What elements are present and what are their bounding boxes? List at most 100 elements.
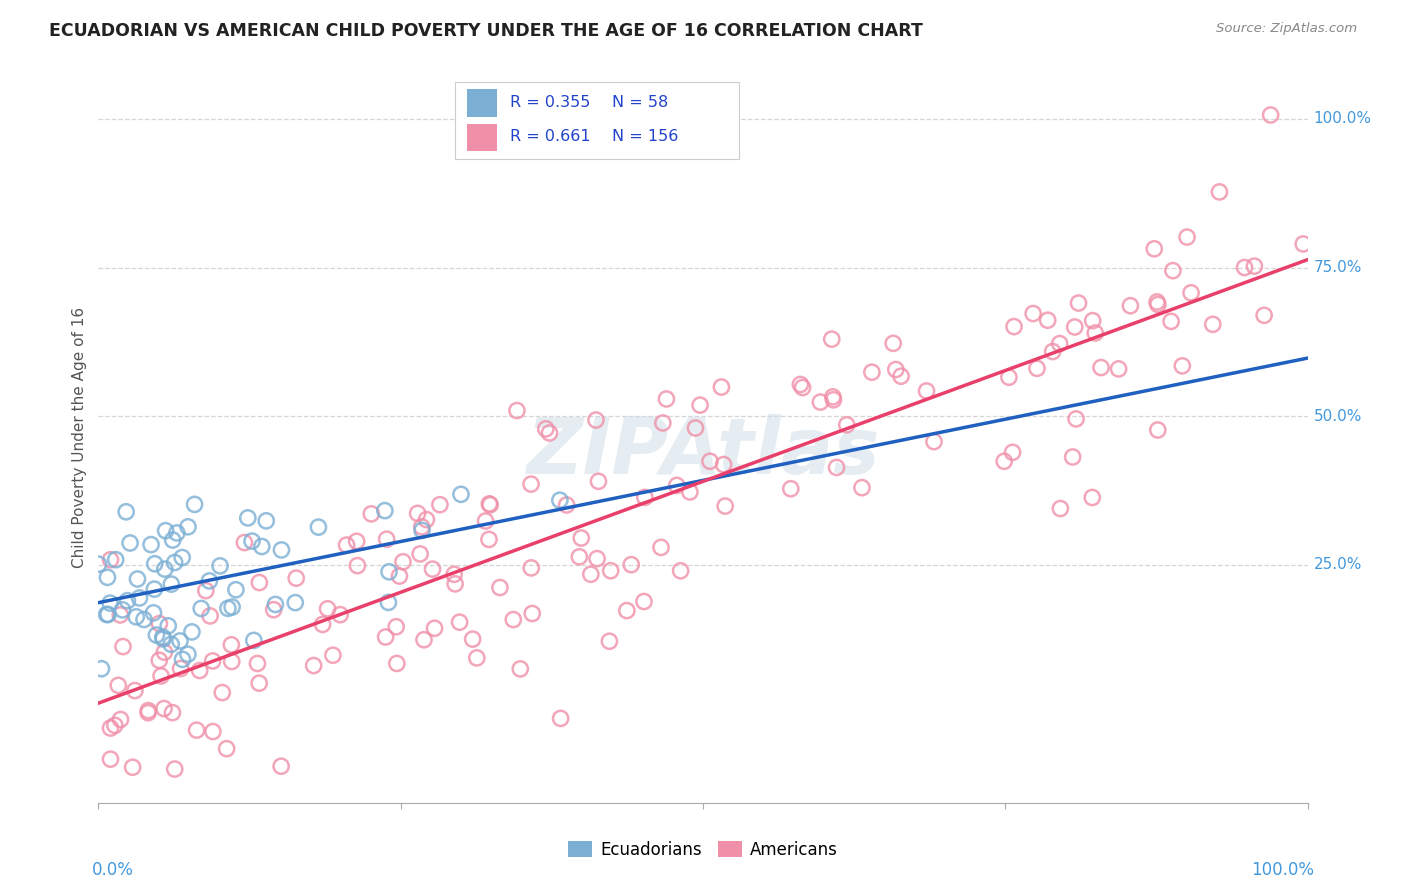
Point bbox=[1208, 185, 1230, 199]
Point bbox=[1084, 326, 1107, 340]
Text: 100.0%: 100.0% bbox=[1313, 112, 1372, 127]
Point bbox=[474, 514, 496, 528]
Point bbox=[616, 604, 638, 618]
Point bbox=[177, 520, 200, 534]
Point bbox=[392, 555, 415, 569]
Point bbox=[98, 596, 121, 610]
Point bbox=[375, 532, 398, 546]
Point bbox=[163, 556, 186, 570]
Point bbox=[198, 608, 221, 623]
Point bbox=[1062, 450, 1084, 464]
Point bbox=[117, 593, 139, 607]
Point bbox=[860, 365, 883, 379]
Text: ECUADORIAN VS AMERICAN CHILD POVERTY UNDER THE AGE OF 16 CORRELATION CHART: ECUADORIAN VS AMERICAN CHILD POVERTY UND… bbox=[49, 22, 924, 40]
Point bbox=[166, 525, 188, 540]
Point bbox=[225, 582, 247, 597]
Point bbox=[169, 634, 191, 648]
Point bbox=[153, 562, 176, 576]
Point bbox=[1260, 108, 1282, 122]
Point bbox=[714, 499, 737, 513]
Point bbox=[1175, 230, 1198, 244]
Point bbox=[915, 384, 938, 398]
Point bbox=[443, 567, 465, 582]
Point bbox=[201, 724, 224, 739]
Point bbox=[162, 533, 184, 547]
Point bbox=[1243, 259, 1265, 273]
Text: N = 58: N = 58 bbox=[613, 95, 669, 110]
Point bbox=[1202, 318, 1225, 332]
Point bbox=[851, 481, 873, 495]
Point bbox=[336, 538, 359, 552]
Point bbox=[181, 624, 204, 639]
Point bbox=[270, 759, 292, 773]
Point bbox=[124, 683, 146, 698]
FancyBboxPatch shape bbox=[456, 82, 740, 159]
Point bbox=[1161, 263, 1184, 277]
Point bbox=[579, 567, 602, 582]
Legend: Ecuadorians, Americans: Ecuadorians, Americans bbox=[564, 836, 842, 864]
Point bbox=[346, 558, 368, 573]
Point bbox=[651, 416, 673, 430]
Point bbox=[104, 718, 127, 732]
Point bbox=[509, 662, 531, 676]
Point bbox=[520, 477, 543, 491]
Point bbox=[211, 685, 233, 699]
Point bbox=[111, 603, 134, 617]
Point bbox=[1090, 360, 1112, 375]
Point bbox=[169, 662, 191, 676]
Point bbox=[190, 601, 212, 615]
Point bbox=[329, 607, 352, 622]
Point bbox=[655, 392, 678, 406]
Point bbox=[378, 565, 401, 579]
Point bbox=[502, 613, 524, 627]
Point bbox=[550, 711, 572, 725]
Point bbox=[835, 417, 858, 432]
Point bbox=[285, 571, 308, 585]
Point bbox=[316, 601, 339, 615]
Point bbox=[120, 536, 142, 550]
Point bbox=[163, 762, 186, 776]
Point bbox=[148, 616, 170, 631]
Point bbox=[377, 595, 399, 609]
Text: Source: ZipAtlas.com: Source: ZipAtlas.com bbox=[1216, 22, 1357, 36]
Text: 0.0%: 0.0% bbox=[93, 862, 134, 880]
Point bbox=[177, 647, 200, 661]
Point bbox=[506, 403, 529, 417]
Point bbox=[107, 678, 129, 692]
Point bbox=[779, 482, 801, 496]
Point bbox=[789, 377, 811, 392]
Point bbox=[152, 632, 174, 646]
Point bbox=[247, 575, 270, 590]
Point bbox=[111, 640, 134, 654]
Point bbox=[186, 723, 208, 738]
Point bbox=[685, 421, 707, 435]
Point bbox=[221, 600, 243, 615]
Point bbox=[699, 454, 721, 468]
Point bbox=[150, 669, 173, 683]
Text: R = 0.661: R = 0.661 bbox=[509, 129, 591, 145]
Point bbox=[152, 630, 174, 644]
Point bbox=[1026, 361, 1049, 376]
Point bbox=[346, 534, 368, 549]
Point bbox=[125, 610, 148, 624]
Point bbox=[479, 498, 502, 512]
Point bbox=[183, 497, 205, 511]
Point bbox=[132, 613, 155, 627]
Point bbox=[588, 475, 610, 489]
Point bbox=[263, 603, 285, 617]
Point bbox=[409, 547, 432, 561]
Point bbox=[172, 550, 194, 565]
Point bbox=[110, 713, 132, 727]
Point bbox=[110, 607, 132, 622]
Point bbox=[534, 422, 557, 436]
Point bbox=[823, 392, 845, 407]
Point bbox=[221, 655, 243, 669]
Point bbox=[478, 533, 501, 547]
Point bbox=[422, 562, 444, 576]
Point bbox=[792, 380, 814, 394]
Point bbox=[90, 662, 112, 676]
Point bbox=[1081, 491, 1104, 505]
Point bbox=[1171, 359, 1194, 373]
Point bbox=[1001, 445, 1024, 459]
Point bbox=[221, 638, 243, 652]
